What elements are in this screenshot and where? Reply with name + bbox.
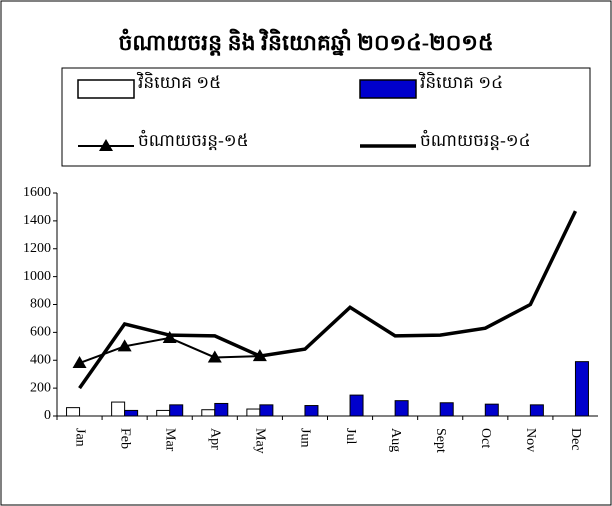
x-tick-label: Mar <box>162 428 177 452</box>
bar <box>259 404 274 417</box>
marker <box>72 356 87 369</box>
y-tick-label: 400 <box>30 352 51 367</box>
bar <box>201 409 216 417</box>
legend-label: វិនិយោគ ១៥ <box>136 71 221 92</box>
line <box>78 210 578 390</box>
bar <box>156 409 171 417</box>
legend-label: ចំណាយចរន្ត-១៤ <box>420 129 531 151</box>
x-tick-label: Nov <box>523 428 538 452</box>
y-tick-label: 1000 <box>23 269 51 284</box>
legend-swatch <box>77 79 135 99</box>
y-tick-label: 1600 <box>23 185 51 200</box>
y-tick-label: 200 <box>30 380 51 395</box>
bar <box>574 361 589 417</box>
marker <box>162 330 177 343</box>
marker <box>207 350 222 363</box>
x-tick-label: Sept <box>433 428 448 453</box>
x-tick-label: Oct <box>478 428 493 448</box>
y-tick-label: 800 <box>30 297 51 312</box>
bar <box>349 394 364 417</box>
x-tick-label: Apr <box>208 428 223 450</box>
x-tick-label: Feb <box>117 428 132 449</box>
bar <box>529 404 544 417</box>
bar <box>66 407 81 417</box>
bar <box>169 404 184 417</box>
y-tick-label: 1400 <box>23 213 51 228</box>
x-tick-label: Jun <box>298 428 313 447</box>
chart-title: ចំណាយចរន្ត និង វិនិយោគឆ្នាំ ២០១៤-២០១៥ <box>118 28 493 56</box>
legend-label: ចំណាយចរន្ត-១៥ <box>138 129 249 151</box>
legend-swatch <box>359 79 417 99</box>
x-tick-label: Aug <box>388 428 403 452</box>
bar <box>439 402 454 417</box>
y-tick-label: 1200 <box>23 241 51 256</box>
marker <box>117 339 132 352</box>
y-tick-label: 0 <box>44 408 51 423</box>
legend-box <box>61 67 591 167</box>
bar <box>246 408 261 417</box>
x-tick-label: Jul <box>343 428 358 444</box>
bar <box>394 400 409 417</box>
legend-label: វិនិយោគ ១៤ <box>418 71 503 92</box>
bar <box>214 402 229 417</box>
bar <box>484 403 499 417</box>
y-tick-label: 600 <box>30 325 51 340</box>
legend-marker <box>99 139 113 151</box>
bar <box>304 405 319 417</box>
bar <box>124 409 139 417</box>
x-tick-label: Jan <box>72 428 87 447</box>
x-tick-label: Dec <box>568 428 583 451</box>
bar <box>111 401 126 417</box>
x-tick-label: May <box>253 428 268 454</box>
